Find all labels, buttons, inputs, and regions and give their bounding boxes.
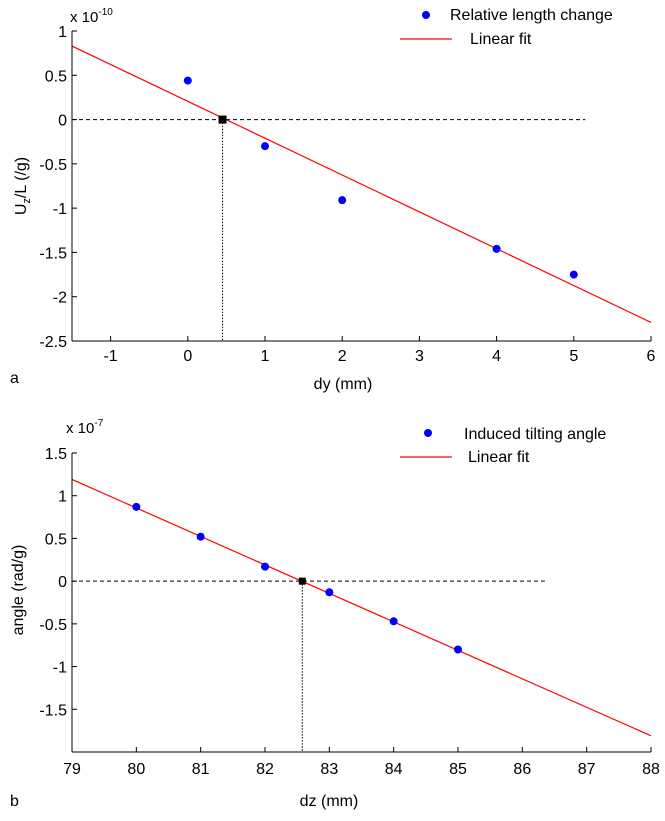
panel-b-x-axis-label: dz (mm) (300, 793, 359, 810)
panel-a-legend-label-line: Linear fit (470, 31, 532, 48)
panel-a-y-tick-label: -2.5 (39, 334, 67, 351)
panel-a-legend-label-points: Relative length change (450, 7, 613, 24)
panel-b-x-tick-label: 82 (256, 761, 274, 778)
panel-a-x-axis-label: dy (mm) (314, 376, 373, 393)
panel-a-y-axis-label: Uz/L (/g) (13, 157, 33, 215)
panel-b-y-tick-label: 0 (58, 574, 67, 591)
panel-a-x-ticks: -1 0 1 2 3 4 5 6 (103, 336, 656, 365)
panel-b-x-tick-label: 87 (578, 761, 596, 778)
panel-b-data-point (325, 588, 334, 597)
panel-a-data-point (183, 76, 192, 85)
panel-a-y-tick-label: -0.5 (39, 157, 67, 174)
panel-b-intercept-marker (298, 577, 306, 585)
panel-b-y-tick-label: -1 (53, 660, 67, 677)
panel-b-y-tick-label: 1 (58, 489, 67, 506)
panel-b-data-point (389, 617, 398, 626)
panel-a-y-tick-label: 1 (58, 24, 67, 41)
panel-a-fit-line-group (71, 45, 652, 323)
panel-b-data-point (132, 502, 141, 511)
panel-a-x-tick-label: 2 (338, 348, 347, 365)
panel-a-data-point (492, 244, 501, 253)
panel-a-x-tick-label: 6 (647, 348, 656, 365)
panel-a-y-tick-label: -1 (53, 201, 67, 218)
panel-b-x-tick-label: 79 (63, 761, 81, 778)
panel-a-x-tick-label: 0 (183, 348, 192, 365)
panel-a-y-ticks: 1 0.5 0 -0.5 -1 -1.5 -2 -2.5 (39, 24, 77, 351)
panel-b-y-ticks: 1.5 1 0.5 0 -0.5 -1 -1.5 (39, 446, 77, 719)
panel-a-y-tick-label: -2 (53, 290, 67, 307)
panel-b-fit-line-group (71, 478, 652, 737)
panel-b-x-tick-label: 88 (642, 761, 660, 778)
panel-b-legend: Induced tilting angle Linear fit (400, 426, 606, 466)
panel-b-y-tick-label: 0.5 (45, 531, 67, 548)
panel-b-exponent: x 10-7 (66, 418, 104, 437)
panel-a-label: a (10, 370, 19, 387)
panel-a-y-tick-label: -1.5 (39, 245, 67, 262)
panel-a-y-tick-label: 0 (58, 113, 67, 130)
panel-a-data-point (569, 270, 578, 279)
panel-a-legend-marker-points (422, 11, 430, 19)
panel-a-y-tick-label: 0.5 (45, 68, 67, 85)
panel-b-x-tick-label: 85 (449, 761, 467, 778)
panel-a-data-point (261, 142, 269, 151)
panel-b-y-tick-label: -1.5 (39, 702, 67, 719)
panel-b-data-point (196, 532, 205, 541)
panel-a-x-tick-label: 4 (492, 348, 501, 365)
panel-b-label: b (10, 793, 19, 810)
panel-b-fit-line (71, 478, 652, 737)
panel-b-legend-marker-points (424, 429, 432, 437)
panel-a-x-tick-label: -1 (103, 348, 117, 365)
panel-b-data-point (261, 562, 269, 571)
panel-a-fit-line (71, 45, 652, 323)
panel-b-y-tick-label: 1.5 (45, 446, 67, 463)
panel-b-data-points (132, 502, 462, 654)
panel-a-x-tick-label: 5 (569, 348, 578, 365)
panel-a-x-tick-label: 3 (415, 348, 424, 365)
panel-a-data-point (338, 196, 347, 205)
panel-a-data-points (183, 76, 578, 279)
panel-b-x-tick-label: 86 (513, 761, 531, 778)
panel-b-y-axis-label: angle (rad/g) (10, 545, 27, 636)
panel-b: 79 80 81 82 83 84 85 86 87 88 1.510.50-0.5-1-1.5 … (10, 418, 660, 810)
panel-b-y-tick-label: -0.5 (39, 617, 67, 634)
panel-a-intercept-marker (218, 115, 227, 124)
panel-b-x-tick-label: 80 (127, 761, 145, 778)
panel-a: -1 0 1 2 3 4 5 6 10.50-0.5-1-1.5-2-2.5 x 10-10 … (10, 7, 656, 393)
panel-b-legend-label-line: Linear fit (468, 449, 530, 466)
panel-a-x-tick-label: 1 (261, 348, 270, 365)
panel-b-x-tick-label: 83 (320, 761, 338, 778)
panel-b-data-point (454, 645, 462, 654)
panel-b-x-tick-label: 81 (192, 761, 210, 778)
panel-b-x-ticks: 79 80 81 82 83 84 85 86 87 88 (63, 747, 660, 778)
panel-b-legend-label-points: Induced tilting angle (464, 426, 606, 443)
panel-a-legend: Relative length change Linear fit (400, 7, 613, 48)
panel-a-exponent: x 10-10 (70, 7, 113, 26)
panel-b-x-tick-label: 84 (385, 761, 403, 778)
